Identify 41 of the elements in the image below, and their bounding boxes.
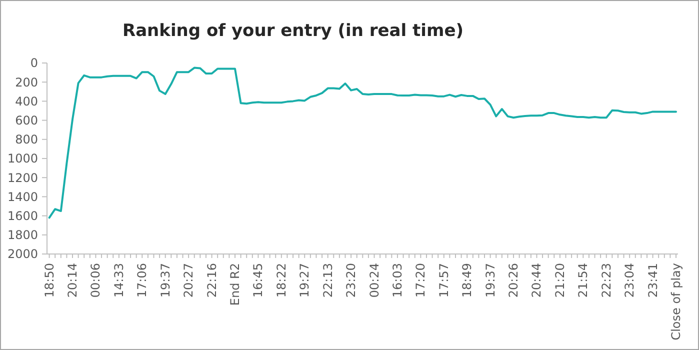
y-tick-label: 400 (15, 94, 38, 108)
x-tick-label: 22:13 (320, 263, 335, 298)
y-tick-label: 1400 (7, 190, 38, 204)
x-tick-label: 22:23 (599, 263, 614, 298)
x-tick-label: 21:20 (552, 263, 567, 298)
x-tick-label: 18:50 (42, 263, 56, 298)
x-tick-label: 20:14 (66, 263, 80, 298)
y-tick-label: 1600 (7, 209, 38, 223)
x-tick-label: End R2 (228, 263, 242, 306)
x-tick-label: 00:06 (88, 263, 103, 298)
x-tick-label: 14:33 (112, 263, 126, 298)
x-tick-label: 22:16 (204, 263, 219, 298)
y-tick-label: 200 (15, 75, 38, 90)
x-tick-label: 20:27 (182, 263, 196, 298)
x-tick-label: 21:54 (576, 263, 590, 298)
x-tick-label: 23:41 (646, 263, 660, 298)
x-tick-label: 00:24 (367, 263, 382, 298)
y-tick-label: 0 (30, 56, 38, 70)
y-tick-label: 800 (15, 132, 38, 147)
y-tick-label: 2000 (7, 247, 38, 262)
x-tick-label: 20:26 (506, 263, 521, 298)
line-series (48, 66, 677, 219)
x-tick-label: 19:37 (158, 263, 172, 298)
x-tick-label: 18:49 (460, 263, 474, 298)
x-tick-label: 19:27 (298, 263, 312, 298)
x-tick-label: 20:44 (530, 263, 544, 298)
x-tick-label: 23:20 (344, 263, 358, 298)
y-tick-label: 1800 (7, 228, 38, 242)
y-tick-label: 1000 (7, 152, 38, 166)
x-tick-label: 18:22 (274, 263, 288, 298)
x-tick-label: 16:03 (390, 263, 404, 298)
y-tick-label: 1200 (7, 170, 38, 185)
x-tick-label: 17:57 (436, 263, 451, 298)
x-tick-label: 19:37 (483, 263, 498, 298)
chart-title: Ranking of your entry (in real time) (122, 21, 464, 41)
x-tick-label: 17:06 (135, 263, 150, 298)
x-tick-label: 23:04 (622, 263, 637, 298)
x-tick-label: 16:45 (251, 263, 266, 298)
x-tick-label: Close of play (669, 263, 683, 340)
y-tick-label: 600 (15, 114, 38, 128)
x-tick-label: 17:20 (414, 263, 428, 298)
